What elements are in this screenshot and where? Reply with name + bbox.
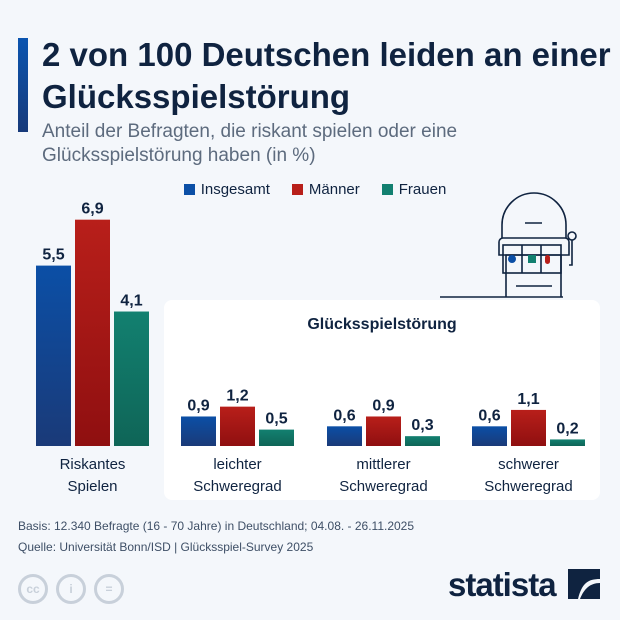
legend-item: Frauen bbox=[381, 181, 447, 198]
data-label: 0,5 bbox=[265, 411, 287, 428]
data-label: 0,6 bbox=[478, 407, 500, 424]
by-icon[interactable]: i bbox=[56, 574, 86, 604]
data-label: 1,2 bbox=[226, 388, 248, 405]
legend-item: Insgesamt bbox=[183, 181, 270, 198]
footer-source: Quelle: Universität Bonn/ISD | Glücksspi… bbox=[18, 540, 314, 554]
chart-subtitle: Anteil der Befragten, die riskant spiele… bbox=[42, 121, 458, 166]
data-label: 0,6 bbox=[333, 407, 355, 424]
bar-männer bbox=[511, 409, 546, 446]
footer-basis: Basis: 12.340 Befragte (16 - 70 Jahre) i… bbox=[18, 519, 415, 533]
legend-label: Männer bbox=[308, 181, 360, 198]
disorder-panel bbox=[164, 300, 600, 500]
legend: Insgesamt Männer Frauen bbox=[0, 181, 620, 198]
bar-frauen bbox=[114, 311, 149, 446]
legend-swatch bbox=[183, 184, 195, 195]
statista-logo[interactable]: statista bbox=[448, 566, 600, 604]
bar-männer bbox=[220, 406, 255, 446]
statista-logo-icon bbox=[567, 569, 600, 599]
bar-insgesamt bbox=[36, 265, 71, 446]
bar-männer bbox=[75, 219, 110, 446]
data-label: 0,2 bbox=[556, 420, 578, 437]
data-label: 6,9 bbox=[81, 201, 103, 218]
chart-title: 2 von 100 Deutschen leiden an einer Glüc… bbox=[42, 36, 611, 115]
bar-frauen bbox=[259, 429, 294, 446]
bar-insgesamt bbox=[472, 426, 507, 446]
data-label: 0,3 bbox=[411, 417, 433, 434]
bar-frauen bbox=[550, 439, 585, 446]
brand-text: statista bbox=[448, 566, 557, 603]
data-label: 5,5 bbox=[42, 247, 64, 264]
bar-frauen bbox=[405, 436, 440, 446]
legend-label: Frauen bbox=[398, 181, 447, 198]
legend-item: Männer bbox=[291, 181, 360, 198]
legend-swatch bbox=[381, 184, 393, 195]
category-label: leichter Schweregrad bbox=[193, 456, 281, 495]
bar-männer bbox=[366, 416, 401, 446]
category-label: Riskantes Spielen bbox=[60, 456, 126, 495]
category-label: mittlerer Schweregrad bbox=[339, 456, 427, 495]
category-label: schwerer Schweregrad bbox=[484, 456, 572, 495]
legend-swatch bbox=[291, 184, 303, 195]
bar-insgesamt bbox=[181, 416, 216, 446]
title-accent-bar bbox=[18, 38, 28, 132]
legend-label: Insgesamt bbox=[200, 181, 270, 198]
panel-title: Glücksspielstörung bbox=[307, 316, 457, 333]
data-label: 0,9 bbox=[187, 397, 209, 414]
nd-icon[interactable]: = bbox=[94, 574, 124, 604]
data-label: 0,9 bbox=[372, 397, 394, 414]
data-label: 4,1 bbox=[120, 293, 142, 310]
bar-insgesamt bbox=[327, 426, 362, 446]
data-label: 1,1 bbox=[517, 391, 539, 408]
cc-icon[interactable]: cc bbox=[18, 574, 48, 604]
slot-machine-icon bbox=[440, 192, 577, 298]
